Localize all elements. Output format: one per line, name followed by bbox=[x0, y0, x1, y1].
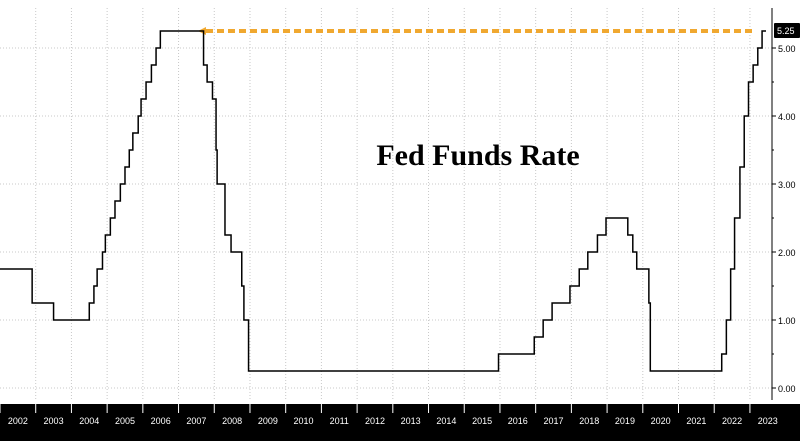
last-value-badge bbox=[774, 23, 800, 38]
x-tick-label: 2016 bbox=[508, 416, 528, 426]
y-tick-label: 0.00 bbox=[778, 384, 796, 394]
x-tick-label: 2007 bbox=[186, 416, 206, 426]
x-tick-label: 2019 bbox=[615, 416, 635, 426]
x-tick-label: 2014 bbox=[436, 416, 456, 426]
x-tick-label: 2022 bbox=[722, 416, 742, 426]
x-tick-label: 2003 bbox=[44, 416, 64, 426]
y-tick-label: 1.00 bbox=[778, 316, 796, 326]
x-axis: 2002 2003 2004 2005 2006 2007 2008 2009 2010 2011… bbox=[0, 404, 800, 441]
x-tick-label: 2013 bbox=[401, 416, 421, 426]
grid-lines bbox=[0, 8, 772, 400]
series-line-0 bbox=[0, 30, 766, 372]
x-tick-label: 2011 bbox=[330, 416, 349, 426]
x-tick-label: 2002 bbox=[8, 416, 28, 426]
x-tick-label: 2006 bbox=[151, 416, 171, 426]
x-axis-bar bbox=[0, 404, 800, 441]
y-tick-label: 2.00 bbox=[778, 248, 796, 258]
series-layer bbox=[0, 30, 766, 372]
x-tick-label: 2023 bbox=[758, 416, 778, 426]
x-tick-label: 2004 bbox=[79, 416, 99, 426]
x-tick-label: 2008 bbox=[222, 416, 242, 426]
x-tick-label: 2020 bbox=[651, 416, 671, 426]
y-tick-label: 3.00 bbox=[778, 180, 796, 190]
x-tick-label: 2005 bbox=[115, 416, 135, 426]
x-tick-label: 2018 bbox=[579, 416, 599, 426]
x-tick-label: 2012 bbox=[365, 416, 385, 426]
y-axis: 0.00 1.00 2.00 3.00 4.00 5.00 5.25 bbox=[771, 8, 800, 400]
x-tick-label: 2009 bbox=[258, 416, 278, 426]
last-value-label: 5.25 bbox=[777, 26, 795, 36]
y-tick-label: 4.00 bbox=[778, 112, 796, 122]
x-tick-label: 2010 bbox=[294, 416, 314, 426]
x-tick-label: 2021 bbox=[686, 416, 706, 426]
y-tick-label: 5.00 bbox=[778, 44, 796, 54]
x-tick-label: 2015 bbox=[472, 416, 492, 426]
chart-title: Fed Funds Rate bbox=[376, 139, 579, 172]
reference-layer bbox=[198, 27, 756, 35]
x-tick-label: 2017 bbox=[544, 416, 564, 426]
